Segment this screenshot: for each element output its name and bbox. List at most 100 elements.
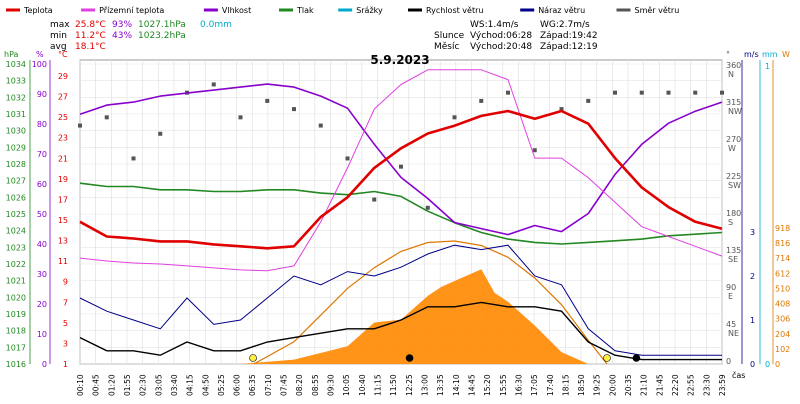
wind-direction-tick-label: NW — [728, 107, 742, 116]
moonset-marker — [405, 354, 414, 362]
wind-direction-mark — [452, 115, 457, 120]
wind-direction-tick-label: E — [728, 292, 733, 301]
plot-area — [78, 69, 724, 365]
wind-direction-mark — [425, 205, 430, 210]
x-tick-label: 23:59 — [718, 374, 727, 396]
temperature-tick-label: 11 — [58, 257, 68, 266]
solar-tick-label: 204 — [775, 330, 790, 339]
stat-min-hum: 43% — [112, 31, 132, 41]
humidity-tick-label: 90 — [37, 90, 47, 99]
wind-speed-tick-label: 3 — [750, 228, 755, 237]
pressure-tick-label: 1034 — [6, 60, 26, 69]
sun-moon-block: WS:1.4m/s WG:2.7m/s Slunce Východ:06:28 … — [434, 20, 598, 52]
wind-direction-tick-label: N — [728, 70, 734, 79]
pressure-tick-label: 1021 — [6, 277, 26, 286]
x-tick-label: 08:20 — [295, 374, 304, 396]
humidity-tick-label: 20 — [37, 300, 47, 309]
wind-direction-mark — [559, 107, 564, 112]
x-tick-label: 18:50 — [577, 374, 586, 396]
unit-hpa: hPa — [4, 50, 19, 59]
pressure-tick-label: 1033 — [6, 77, 26, 86]
legend-label-7: Směr větru — [635, 6, 680, 15]
pressure-tick-label: 1029 — [6, 143, 26, 152]
x-tick-label: 13:00 — [420, 374, 429, 396]
temperature-tick-label: 13 — [58, 237, 68, 246]
wind-direction-mark — [265, 98, 270, 103]
wind-direction-tick-label: 180 — [726, 209, 741, 218]
x-tick-label: 15:55 — [499, 374, 508, 396]
x-tick-label: 04:50 — [201, 374, 210, 396]
stat-min-label: min — [50, 31, 67, 41]
solar-tick-label: 612 — [775, 269, 790, 278]
stat-avg-temp: 18.1°C — [75, 42, 106, 52]
x-tick-label: 09:30 — [327, 374, 336, 396]
legend-label-0: Teplota — [23, 6, 53, 15]
wind-direction-tick-label: 45 — [726, 320, 736, 329]
x-tick-label: 03:40 — [170, 374, 179, 396]
temperature-tick-label: 27 — [58, 93, 68, 102]
solar-tick-label: 0 — [775, 360, 780, 369]
temperature-tick-label: 25 — [58, 113, 68, 122]
wind-direction-tick-label: 360 — [726, 61, 741, 70]
solar-tick-label: 306 — [775, 315, 790, 324]
wind-direction-tick-label: 135 — [726, 246, 741, 255]
x-tick-label: 11:15 — [374, 374, 383, 396]
pressure-tick-label: 1028 — [6, 160, 26, 169]
sun-rise: Východ:06:28 — [470, 31, 532, 41]
stat-max-press: 1027.1hPa — [138, 20, 186, 30]
x-tick-label: 14:45 — [467, 374, 476, 396]
x-tick-label: 07:10 — [264, 374, 273, 396]
x-tick-label: 00:45 — [92, 374, 101, 396]
moon-set: Západ:12:19 — [540, 42, 598, 52]
x-tick-label: 18:15 — [561, 374, 570, 396]
x-tick-label: 21:10 — [640, 374, 649, 396]
wind-direction-tick-label: NE — [728, 329, 739, 338]
x-tick-label: 10:40 — [358, 374, 367, 396]
stat-max-label: max — [50, 20, 70, 30]
x-tick-label: 15:20 — [483, 374, 492, 396]
x-tick-label: 08:55 — [311, 374, 320, 396]
x-tick-label: 17:05 — [530, 374, 539, 396]
stats-block: max 25.8°C 93% 1027.1hPa 0.0mm min 11.2°… — [50, 20, 232, 52]
x-tick-label: 19:25 — [593, 374, 602, 396]
wind-gust-info: WG:2.7m/s — [540, 20, 590, 30]
wind-direction-mark — [78, 123, 82, 128]
legend-label-1: Přízemní teplota — [99, 6, 164, 15]
stat-avg-label: avg — [50, 42, 67, 52]
wind-speed-tick-label: 0 — [750, 360, 755, 369]
wind-direction-tick-label: SW — [728, 181, 741, 190]
x-tick-label: 16:30 — [514, 374, 523, 396]
solar-max-curve — [253, 240, 608, 365]
wind-direction-mark — [720, 90, 724, 95]
solar-tick-label: 918 — [775, 224, 790, 233]
moon-rise: Východ:20:48 — [470, 42, 532, 52]
sunrise-marker — [249, 354, 257, 362]
pressure-tick-label: 1027 — [6, 177, 26, 186]
humidity-tick-label: 80 — [37, 120, 47, 129]
x-tick-label: 11:50 — [389, 374, 398, 396]
pressure-tick-label: 1025 — [6, 210, 26, 219]
wind-speed-line — [79, 301, 722, 361]
wind-direction-mark — [666, 90, 671, 95]
sun-label: Slunce — [434, 31, 465, 41]
temperature-tick-label: 3 — [63, 339, 68, 348]
wind-speed-tick-label: 2 — [750, 272, 755, 281]
wind-direction-tick-label: 0 — [726, 357, 731, 366]
x-tick-label: 06:35 — [248, 374, 257, 396]
pressure-tick-label: 1024 — [6, 227, 26, 236]
x-tick-label: 21:45 — [655, 374, 664, 396]
wind-direction-mark — [104, 115, 109, 120]
wind-direction-tick-label: 90 — [726, 283, 736, 292]
x-tick-label: 22:20 — [671, 374, 680, 396]
legend-label-6: Náraz větru — [538, 6, 585, 15]
temperature-tick-label: 7 — [63, 298, 68, 307]
pressure-tick-label: 1032 — [6, 93, 26, 102]
humidity-tick-label: 40 — [37, 240, 47, 249]
x-tick-label: 23:30 — [702, 374, 711, 396]
moon-label: Měsíc — [434, 42, 459, 52]
temperature-line — [79, 109, 723, 250]
x-tick-label: 01:55 — [123, 374, 132, 396]
pressure-tick-label: 1022 — [6, 260, 26, 269]
